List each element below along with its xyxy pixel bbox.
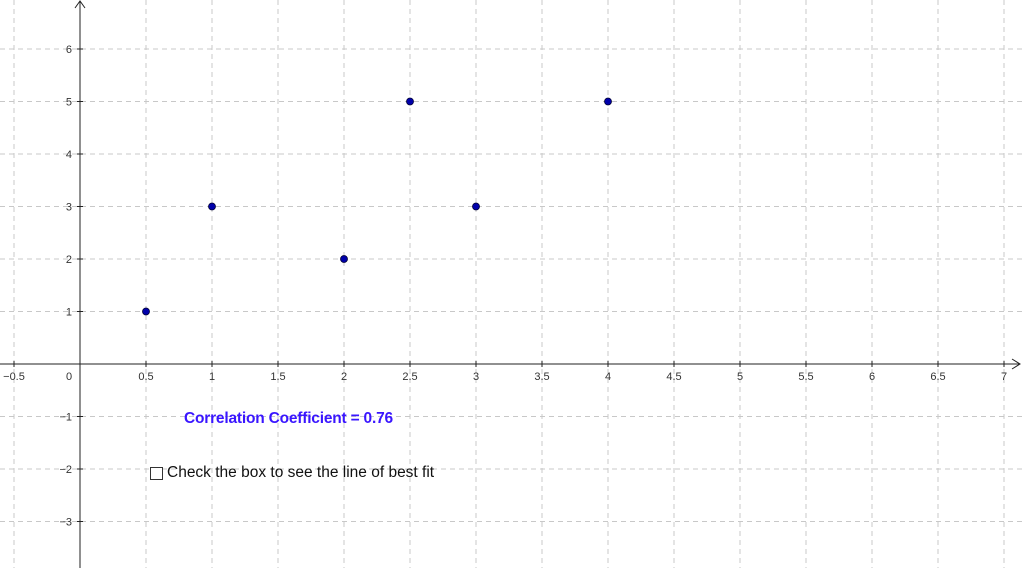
data-point[interactable] [208,202,216,211]
x-tick-label: 0 [66,371,72,383]
y-tick-label: 5 [66,97,72,109]
x-tick-label: 5.5 [798,371,813,383]
x-tick-label: 3 [473,371,479,383]
x-tick-label: 2 [341,371,347,383]
data-point[interactable] [406,97,414,106]
data-point[interactable] [604,97,612,106]
x-tick-label: 4.5 [666,371,681,383]
y-tick-label: 2 [66,254,72,266]
best-fit-checkbox[interactable] [150,466,163,480]
data-point[interactable] [340,255,348,263]
x-tick-label: 2.5 [402,371,417,383]
data-point[interactable] [472,202,480,211]
x-axis-arrow-icon [1011,358,1021,370]
tick-labels: −0.5 0 0.5 1 1.5 2 2.5 3 3.5 4 4.5 5 5.5 6 6.5 7 6 5 4 3 2 1 −… [3,44,1007,529]
x-tick-label: 1 [209,371,215,383]
x-tick-label: 4 [605,371,611,383]
data-point[interactable] [142,307,150,316]
correlation-coefficient-label: Correlation Coefficient = 0.76 [184,410,393,427]
x-tick-label: −0.5 [3,371,25,383]
best-fit-toggle[interactable]: Check the box to see the line of best fi… [150,464,434,482]
best-fit-checkbox-label[interactable]: Check the box to see the line of best fi… [167,464,435,481]
y-tick-label: −2 [59,464,72,476]
y-tick-label: −1 [59,412,72,424]
data-points [142,97,612,316]
y-axis-arrow-icon [74,0,86,9]
x-tick-label: 7 [1001,371,1007,383]
x-tick-label: 5 [737,371,743,383]
y-tick-label: 6 [66,44,72,56]
x-tick-label: 3.5 [534,371,549,383]
x-tick-label: 6.5 [930,371,945,383]
y-tick-label: 1 [66,307,72,319]
y-tick-label: 3 [66,202,72,214]
y-tick-label: −3 [59,517,72,529]
x-tick-label: 1.5 [270,371,285,383]
x-tick-label: 6 [869,371,875,383]
y-tick-label: 4 [66,149,72,161]
x-tick-label: 0.5 [138,371,153,383]
